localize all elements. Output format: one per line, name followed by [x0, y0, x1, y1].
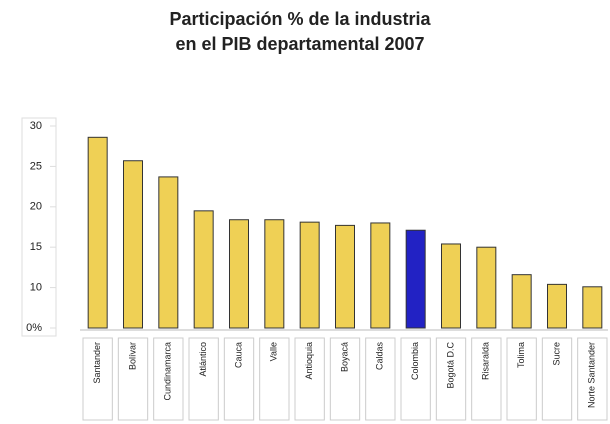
x-tick-label: Sucre: [551, 342, 561, 366]
category-box: [82, 337, 113, 421]
x-tick-label: Tolima: [516, 342, 526, 368]
category-box: [365, 337, 396, 421]
x-tick-label: Cundinamarca: [163, 342, 173, 401]
chart-title: Participación % de la industria: [169, 9, 431, 29]
bar: [441, 243, 461, 329]
category-box: [435, 337, 467, 421]
y-tick-label: 10: [30, 282, 42, 294]
x-tick-label: Cauca: [233, 342, 243, 368]
bar: [158, 176, 179, 329]
bar: [264, 219, 285, 329]
category-box: [471, 337, 502, 421]
x-tick-label: Antioquia: [304, 342, 314, 380]
bar: [476, 246, 497, 329]
x-tick-label: Colombia: [410, 342, 420, 380]
category-box: [153, 337, 184, 421]
bar: [335, 224, 355, 329]
y-tick-label: 0%: [26, 322, 42, 334]
bar: [87, 136, 108, 329]
x-tick-label: Bolívar: [127, 342, 137, 370]
bar: [582, 286, 603, 329]
category-box: [223, 337, 255, 421]
y-tick-label: 20: [30, 201, 42, 213]
category-box: [577, 337, 608, 421]
x-tick-label: Atlántico: [198, 342, 208, 377]
chart-title: en el PIB departamental 2007: [175, 34, 424, 54]
bar: [511, 274, 532, 329]
category-box: [188, 337, 219, 421]
bar: [193, 210, 214, 329]
x-tick-label: Norte Santander: [587, 342, 597, 408]
x-tick-label: Caldas: [375, 342, 385, 371]
bar: [229, 219, 249, 329]
y-tick-label: 15: [30, 241, 42, 253]
category-box: [400, 337, 431, 421]
x-tick-label: Boyacá: [339, 342, 349, 372]
x-tick-label: Risaralda: [481, 342, 491, 380]
bar: [405, 229, 426, 329]
y-tick-label: 25: [30, 160, 42, 172]
x-tick-label: Santander: [92, 342, 102, 384]
category-box: [506, 337, 537, 421]
x-tick-label: Bogotá D.C: [445, 342, 455, 389]
axis-frame: [21, 117, 57, 337]
category-box: [329, 337, 361, 421]
bar: [299, 221, 320, 329]
bar: [370, 222, 391, 329]
x-tick-label: Valle: [269, 342, 279, 361]
category-box: [117, 337, 149, 421]
category-box: [541, 337, 573, 421]
y-tick-label: 30: [30, 120, 42, 132]
category-box: [294, 337, 325, 421]
category-box: [259, 337, 290, 421]
bar: [547, 283, 567, 329]
bar: [123, 160, 143, 329]
